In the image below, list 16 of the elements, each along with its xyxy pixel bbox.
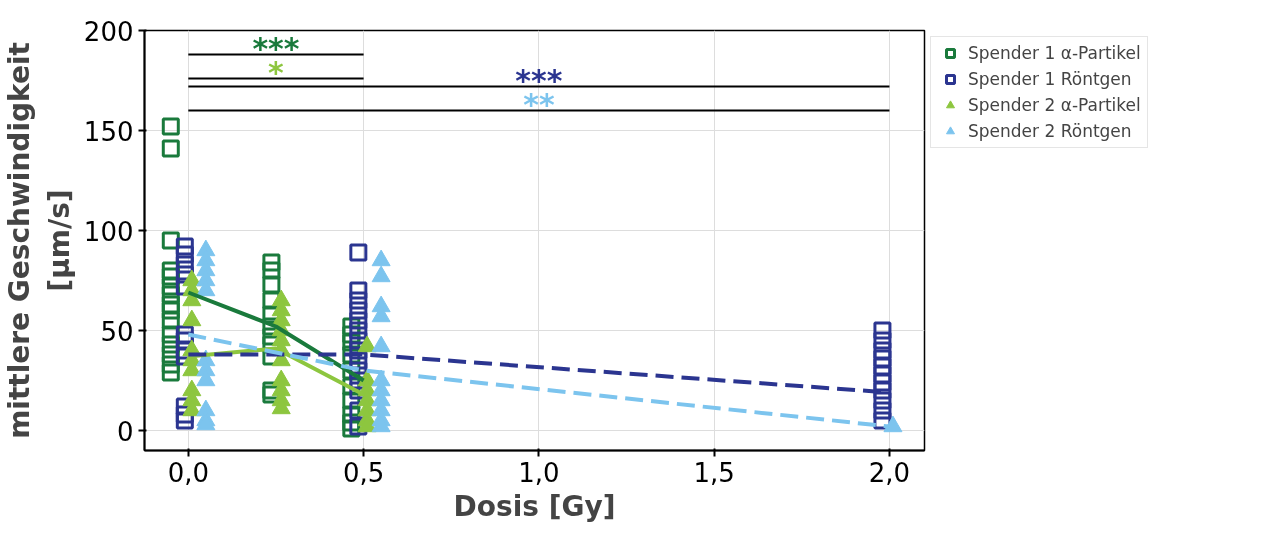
x-tick-label: 1,0 xyxy=(518,457,560,488)
y-tick-label: 150 xyxy=(83,116,134,147)
x-tick-label: 0,0 xyxy=(167,457,210,488)
y-tick-label: 200 xyxy=(83,16,134,47)
legend-label: Spender 2 Röntgen xyxy=(968,121,1132,141)
x-tick-label: 1,5 xyxy=(693,457,735,488)
y-tick-label: 100 xyxy=(83,216,134,247)
legend-label: Spender 2 α-Partikel xyxy=(968,95,1141,115)
y-tick-label: 50 xyxy=(100,316,134,347)
x-axis-title: Dosis [Gy] xyxy=(453,489,616,523)
y-axis-title: mittlere Geschwindigkeit [µm/s] xyxy=(3,42,76,439)
legend-label: Spender 1 α-Partikel xyxy=(968,43,1141,63)
x-tick-label: 0,5 xyxy=(342,457,385,488)
legend-label: Spender 1 Röntgen xyxy=(968,69,1132,89)
x-tick-label: 2,0 xyxy=(868,457,911,488)
y-tick-label: 0 xyxy=(116,416,134,447)
